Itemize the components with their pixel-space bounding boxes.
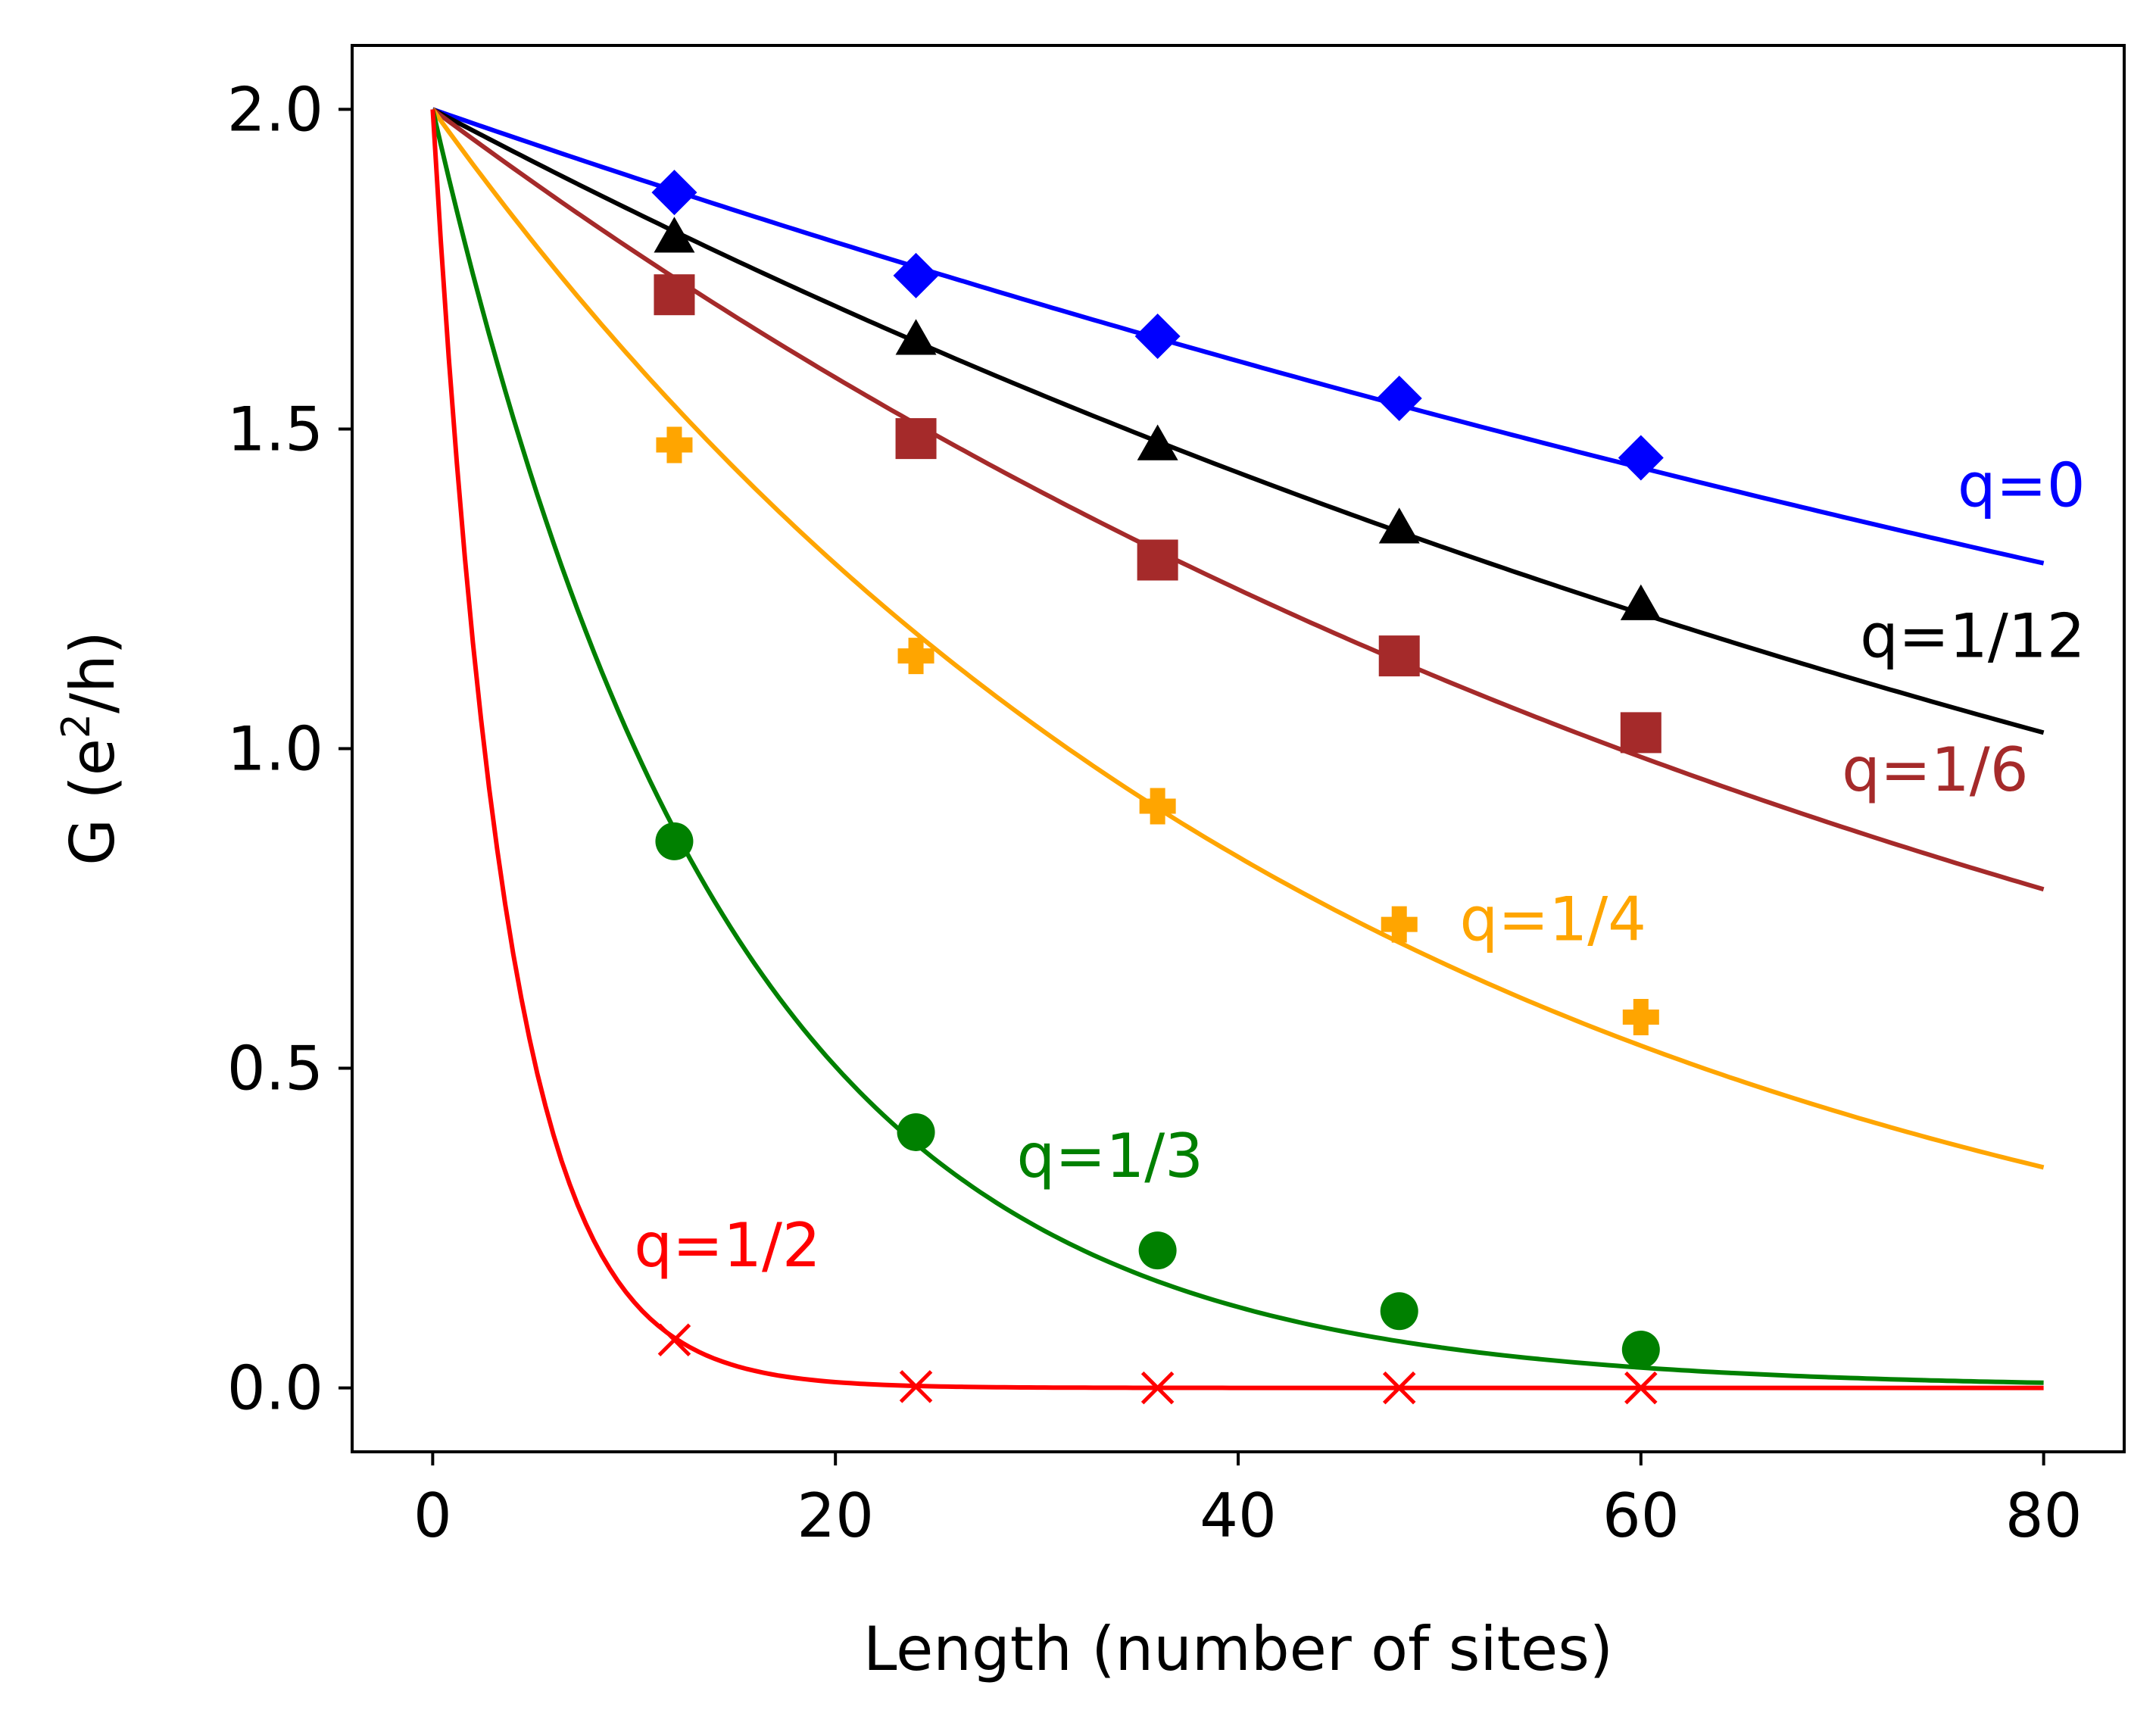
y-axis-label: G (e2/h) [54, 631, 128, 866]
curve-labels: q=0 q=1/12 q=1/6 q=1/4 q=1/3 q=1/2 [634, 451, 2085, 1281]
y-tick-label: 0.0 [227, 1353, 323, 1424]
curve-label-q-0: q=0 [1958, 451, 2086, 521]
marker-q-1-6 [895, 418, 937, 460]
marker-q-1-6 [1378, 635, 1420, 677]
fit-line-q-1-3 [430, 108, 2044, 1385]
marker-q-1-4 [1139, 788, 1176, 825]
fit-line-q-0 [432, 107, 2045, 566]
fit-line-q-1-2 [430, 109, 2044, 1390]
marker-q-0 [893, 252, 939, 298]
fit-curves [430, 107, 2045, 1390]
marker-q-1-3 [897, 1113, 935, 1151]
curve-label-q-1-2: q=1/2 [634, 1210, 821, 1281]
fit-line-q-1-12 [431, 107, 2045, 735]
marker-q-1-12 [1137, 424, 1178, 460]
y-tick-label: 1.0 [227, 714, 323, 785]
marker-q-0 [1134, 314, 1181, 360]
marker-q-1-6 [1620, 712, 1661, 754]
marker-q-1-3 [1621, 1330, 1660, 1369]
x-axis-label: Length (number of sites) [863, 1614, 1613, 1684]
marker-q-1-6 [654, 274, 695, 316]
marker-q-1-2 [657, 1323, 691, 1357]
data-markers [651, 170, 1664, 1405]
y-tick-label: 2.0 [227, 74, 323, 145]
marker-q-1-12 [1620, 584, 1661, 620]
marker-q-1-4 [897, 638, 934, 675]
x-tick-label: 80 [2005, 1481, 2083, 1551]
curve-label-q-1-3: q=1/3 [1017, 1121, 1204, 1191]
y-axis-label-superscript: 2 [54, 713, 99, 738]
curve-label-q-1-4: q=1/4 [1460, 885, 1647, 955]
marker-q-1-4 [1622, 999, 1659, 1036]
curve-label-q-1-6: q=1/6 [1842, 735, 2029, 805]
marker-q-1-4 [656, 426, 693, 463]
marker-q-1-2 [1624, 1371, 1658, 1405]
marker-q-1-3 [1138, 1231, 1177, 1270]
x-tick-label: 40 [1200, 1481, 1277, 1551]
y-tick-label: 0.5 [227, 1034, 323, 1104]
marker-q-0 [1376, 375, 1422, 421]
marker-q-1-12 [895, 319, 937, 355]
marker-q-1-2 [899, 1370, 933, 1403]
marker-q-1-12 [654, 217, 695, 253]
marker-q-1-2 [1382, 1371, 1416, 1405]
marker-q-1-12 [1378, 507, 1420, 544]
marker-q-1-3 [655, 822, 694, 860]
curve-label-q-1-12: q=1/12 [1860, 601, 2085, 671]
x-axis-ticks: 0 20 40 60 80 [413, 1452, 2083, 1551]
fit-line-q-1-6 [431, 107, 2045, 892]
y-axis-label-tail: /h) [58, 631, 128, 713]
marker-q-1-2 [1140, 1371, 1175, 1405]
y-tick-label: 1.5 [227, 394, 323, 464]
y-axis-label-main: G (e [58, 738, 128, 866]
fit-line-q-1-4 [430, 108, 2045, 1170]
x-tick-label: 60 [1602, 1481, 1680, 1551]
y-axis-ticks: 0.0 0.5 1.0 1.5 2.0 [227, 74, 352, 1424]
marker-q-0 [1618, 435, 1664, 481]
marker-q-1-3 [1380, 1292, 1418, 1331]
x-tick-label: 0 [413, 1481, 452, 1551]
x-tick-label: 20 [797, 1481, 874, 1551]
marker-q-1-4 [1381, 906, 1418, 943]
marker-q-0 [651, 170, 697, 216]
marker-q-1-6 [1137, 539, 1178, 581]
